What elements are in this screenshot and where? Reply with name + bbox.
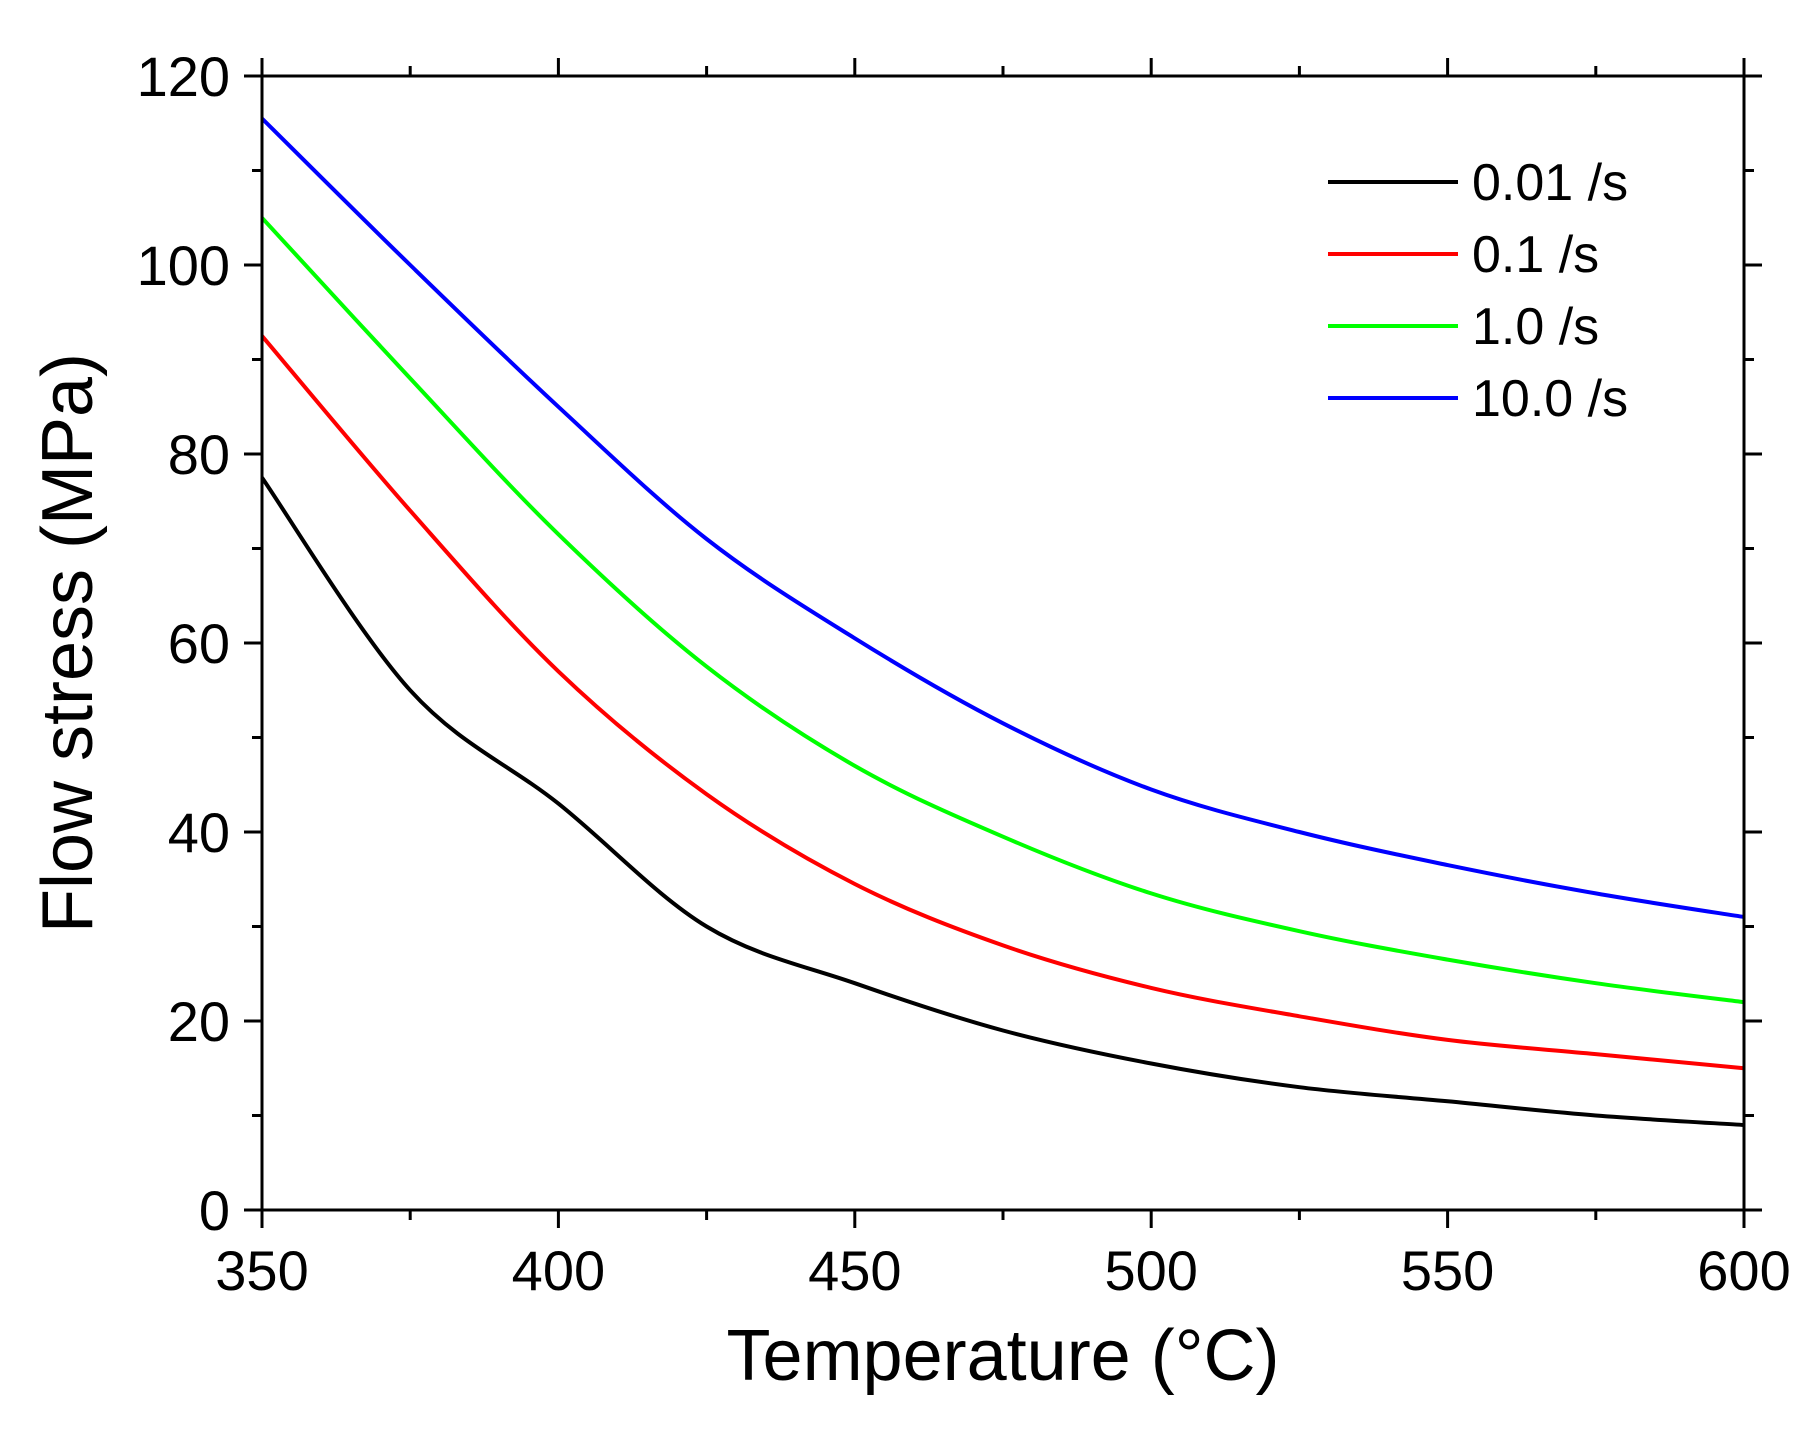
y-tick-label: 20 (168, 990, 230, 1053)
x-tick-label: 350 (215, 1239, 308, 1302)
y-tick-label: 0 (199, 1179, 230, 1242)
legend-label-3: 10.0 /s (1472, 370, 1628, 428)
legend-label-1: 0.1 /s (1472, 226, 1599, 284)
tick-label-layer: 350 400 450 500 550 600 0 20 40 60 80 100 120 (137, 45, 1791, 1302)
series-line-1 (260, 334, 1745, 1071)
legend-label-0: 0.01 /s (1472, 154, 1628, 212)
series-layer (260, 117, 1745, 1127)
legend: 0.01 /s 0.1 /s 1.0 /s 10.0 /s (1328, 154, 1628, 428)
series-line-2 (260, 216, 1745, 1005)
x-tick-label: 400 (512, 1239, 605, 1302)
tick-layer (244, 58, 1762, 1228)
x-tick-label: 450 (808, 1239, 901, 1302)
series-line-3 (260, 117, 1745, 919)
x-tick-label: 600 (1697, 1239, 1790, 1302)
series-line-0 (260, 476, 1745, 1127)
y-tick-label: 100 (137, 234, 230, 297)
y-tick-label: 120 (137, 45, 230, 108)
x-tick-label: 500 (1104, 1239, 1197, 1302)
y-tick-label: 60 (168, 612, 230, 675)
y-axis-title: Flow stress (MPa) (28, 353, 108, 933)
x-axis-title: Temperature (°C) (727, 1316, 1280, 1396)
y-tick-label: 40 (168, 801, 230, 864)
legend-label-2: 1.0 /s (1472, 298, 1599, 356)
y-tick-label: 80 (168, 423, 230, 486)
x-tick-label: 550 (1401, 1239, 1494, 1302)
